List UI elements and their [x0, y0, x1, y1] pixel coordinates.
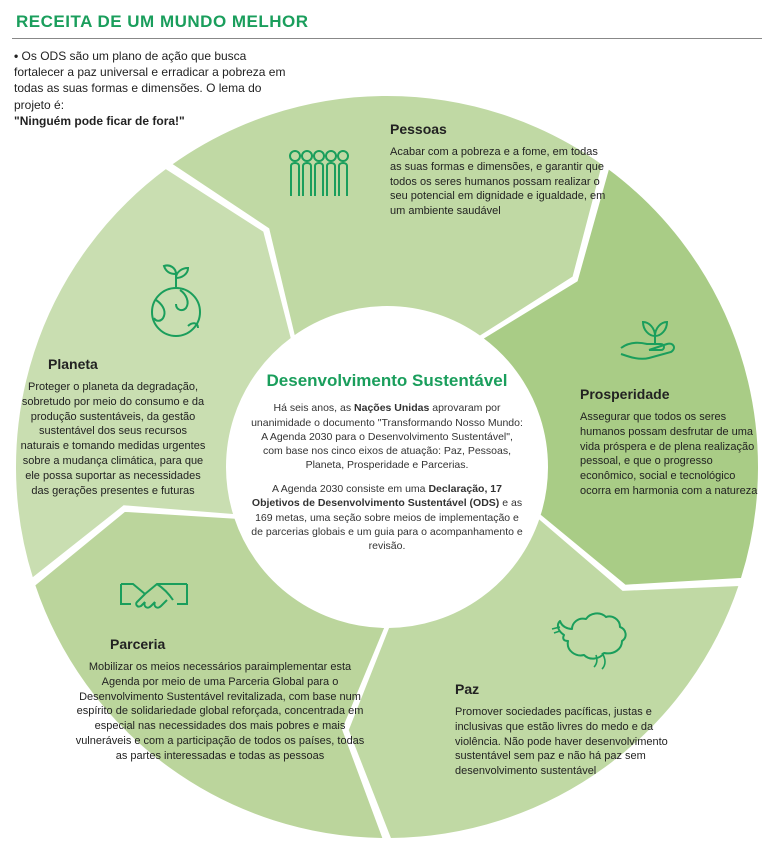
segment-planeta-title: Planeta	[48, 355, 208, 374]
hand-plant-icon	[615, 300, 685, 362]
segment-pessoas-body: Acabar com a pobreza e a fome, em todas …	[390, 145, 610, 219]
center-para-2: A Agenda 2030 consiste em uma Declaração…	[251, 482, 523, 553]
segment-planeta: Planeta Proteger o planeta da degradação…	[18, 355, 208, 499]
dove-icon	[550, 605, 634, 671]
segment-planeta-body: Proteger o planeta da degradação, sobret…	[18, 380, 208, 499]
segment-prosperidade-body: Assegurar que todos os seres humanos pos…	[580, 410, 760, 499]
segment-prosperidade-title: Prosperidade	[580, 385, 760, 404]
header-divider	[12, 38, 762, 39]
segment-paz: Paz Promover sociedades pacíficas, justa…	[455, 680, 675, 779]
center-title: Desenvolvimento Sustentável	[267, 371, 508, 391]
segment-paz-title: Paz	[455, 680, 675, 699]
center-circle: Desenvolvimento Sustentável Há seis anos…	[227, 307, 547, 627]
segment-parceria-body: Mobilizar os meios necessários paraimple…	[75, 660, 365, 764]
globe-plant-icon	[140, 260, 212, 340]
segment-parceria-title: Parceria	[110, 635, 365, 654]
segment-pessoas: Pessoas Acabar com a pobreza e a fome, e…	[390, 120, 610, 219]
ring-diagram: Desenvolvimento Sustentável Há seis anos…	[10, 90, 764, 844]
page-title: RECEITA DE UM MUNDO MELHOR	[0, 0, 774, 38]
people-icon	[285, 148, 353, 204]
segment-paz-body: Promover sociedades pacíficas, justas e …	[455, 705, 675, 779]
segment-pessoas-title: Pessoas	[390, 120, 610, 139]
center-para-1: Há seis anos, as Nações Unidas aprovaram…	[251, 401, 523, 472]
handshake-icon	[115, 570, 193, 624]
segment-prosperidade: Prosperidade Assegurar que todos os sere…	[580, 385, 760, 499]
segment-parceria: Parceria Mobilizar os meios necessários …	[75, 635, 365, 764]
